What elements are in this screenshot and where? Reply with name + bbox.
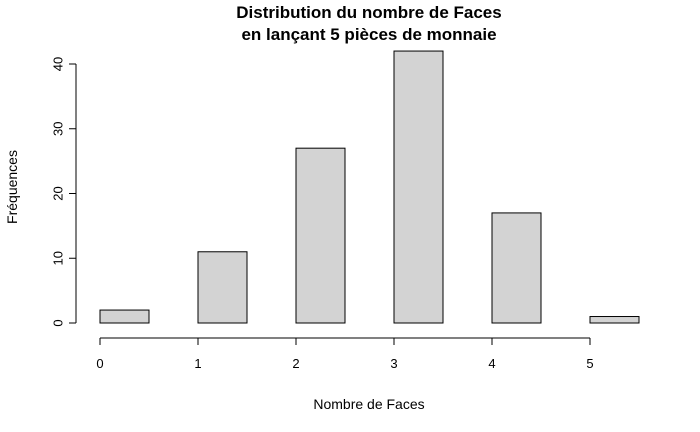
bars-group xyxy=(99,50,640,324)
chart-title-line-1: Distribution du nombre de Faces xyxy=(236,3,501,22)
x-tick-label: 4 xyxy=(488,356,495,371)
x-tick-label: 5 xyxy=(586,356,593,371)
chart-title-line-2: en lançant 5 pièces de monnaie xyxy=(241,25,496,44)
x-tick-label: 3 xyxy=(390,356,397,371)
y-tick-label: 40 xyxy=(50,57,65,71)
x-tick-label: 1 xyxy=(194,356,201,371)
x-axis-ticks: 0 1 2 3 4 5 xyxy=(96,338,594,371)
y-tick-label: 10 xyxy=(50,251,65,265)
x-tick-label: 0 xyxy=(96,356,103,371)
y-axis-label: Fréquences xyxy=(4,150,20,224)
y-axis-ticks: 0 10 20 30 40 xyxy=(50,57,76,327)
y-tick-label: 30 xyxy=(50,122,65,136)
bar-2 xyxy=(295,147,346,324)
y-tick-label: 20 xyxy=(50,186,65,200)
bar-4 xyxy=(491,212,542,324)
bar-1 xyxy=(197,251,248,324)
y-tick-label: 0 xyxy=(50,319,65,326)
bar-0 xyxy=(99,309,150,324)
x-axis-label: Nombre de Faces xyxy=(313,396,424,412)
x-tick-label: 2 xyxy=(292,356,299,371)
bar-5 xyxy=(589,316,640,324)
bar-3 xyxy=(393,50,444,324)
